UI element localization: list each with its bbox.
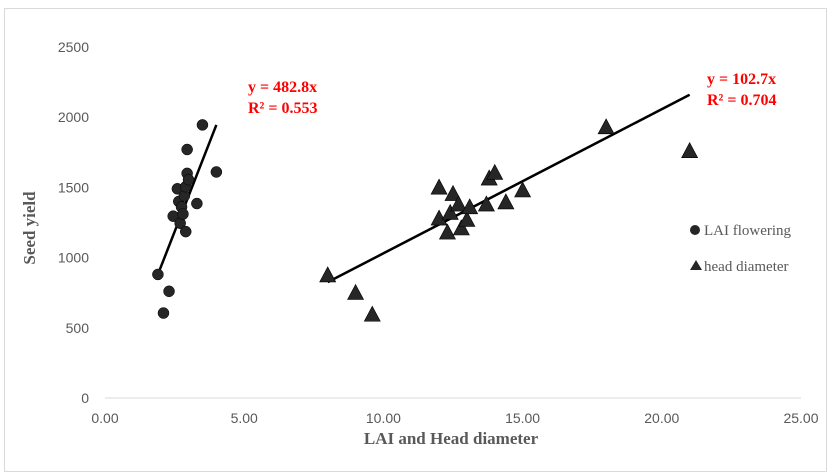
point-head-diameter (347, 283, 365, 300)
point-head-diameter (597, 118, 615, 135)
trendline-equation-head: y = 102.7x (707, 71, 776, 88)
trendline-r2-lai: R² = 0.553 (248, 100, 317, 117)
y-tick-label: 500 (66, 320, 90, 336)
point-head-diameter (486, 163, 504, 180)
x-tick-label: 10.00 (366, 410, 401, 426)
point-lai-flowering (163, 285, 175, 298)
y-tick-label: 1000 (58, 250, 89, 266)
trendline-r2-head: R² = 0.704 (707, 92, 776, 109)
tick-labels: 0.00 5.00 10.00 15.00 20.00 25.00 0 500 1000 1500… (58, 39, 819, 426)
point-head-diameter (477, 195, 495, 212)
trendlines (156, 93, 691, 284)
point-head-diameter (441, 203, 459, 220)
point-head-diameter (319, 266, 337, 283)
point-lai-flowering (191, 197, 203, 210)
point-lai-flowering (196, 119, 209, 131)
point-head-diameter (438, 223, 456, 240)
point-lai-flowering (179, 225, 192, 238)
point-head-diameter (497, 193, 515, 210)
x-tick-label: 25.00 (783, 410, 818, 426)
chart-frame: 0.00 5.00 10.00 15.00 20.00 25.00 0 500 1000 1500… (4, 8, 827, 472)
y-tick-label: 1500 (58, 179, 89, 195)
point-head-diameter (514, 181, 532, 198)
x-axis-title: LAI and Head diameter (364, 429, 539, 448)
trendline-equation-lai: y = 482.8x (248, 79, 317, 96)
y-tick-label: 0 (81, 390, 89, 406)
legend-marker-lai (690, 225, 700, 235)
x-tick-label: 20.00 (644, 410, 679, 426)
point-head-diameter (681, 142, 699, 158)
y-tick-label: 2500 (58, 39, 89, 55)
legend-label-head: head diameter (704, 259, 789, 275)
point-lai-flowering (157, 307, 170, 319)
scatter-chart: 0.00 5.00 10.00 15.00 20.00 25.00 0 500 1000 1500… (20, 39, 819, 448)
point-head-diameter (458, 210, 476, 227)
data-points (152, 118, 699, 322)
point-head-diameter (444, 184, 462, 201)
point-head-diameter (363, 305, 381, 322)
legend-label-lai: LAI flowering (704, 223, 792, 239)
point-head-diameter (461, 198, 479, 215)
legend: LAI flowering head diameter (690, 223, 792, 275)
point-head-diameter (452, 219, 470, 236)
trendline-head (327, 93, 691, 284)
point-lai-flowering (152, 268, 164, 281)
x-tick-label: 0.00 (91, 410, 118, 426)
point-lai-flowering (210, 166, 223, 178)
y-axis-title: Seed yield (20, 191, 39, 265)
x-tick-label: 5.00 (231, 410, 258, 426)
point-lai-flowering (177, 208, 189, 220)
legend-marker-head (690, 260, 702, 270)
y-tick-label: 2000 (58, 109, 89, 125)
x-tick-label: 15.00 (505, 410, 540, 426)
point-lai-flowering (182, 173, 195, 186)
point-lai-flowering (181, 143, 193, 156)
point-head-diameter (450, 195, 468, 212)
point-head-diameter (430, 178, 448, 195)
